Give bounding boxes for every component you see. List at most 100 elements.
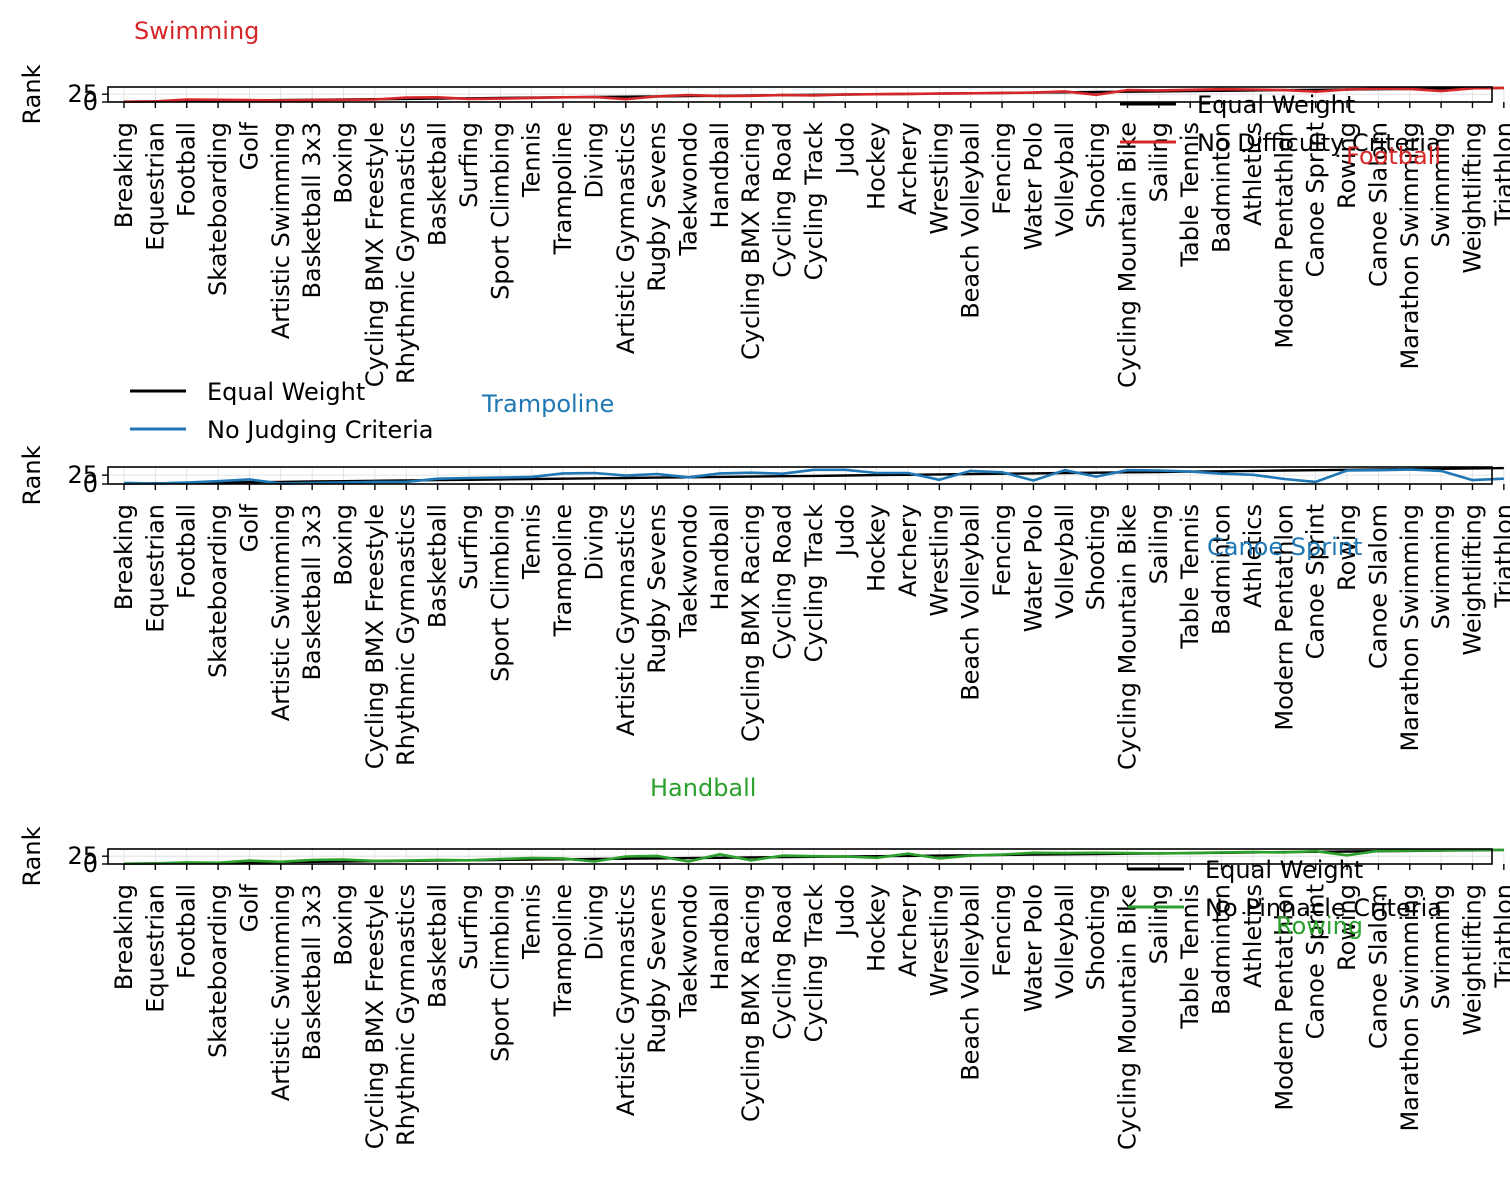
x-tick-label: Archery	[894, 504, 922, 597]
x-tick-label: Sport Climbing	[486, 504, 514, 682]
x-tick-label: Sailing	[1145, 504, 1173, 584]
x-tick-label: Wrestling	[925, 884, 953, 996]
x-tick-label: Cycling BMX Racing	[737, 122, 765, 360]
chart-panel-2: 025 Rank Breaking Equestrian Football Skatebo…	[18, 378, 1510, 770]
series-line-variant	[123, 468, 1504, 485]
x-tick-label: Volleyball	[1051, 884, 1079, 999]
x-tick-label: Tennis	[518, 122, 546, 198]
x-tick-label: Basketball	[424, 122, 452, 246]
x-tick-label: Cycling Road	[769, 122, 797, 278]
x-tick-label: Volleyball	[1051, 122, 1079, 237]
legend: Equal Weight No Difficulty Criteria	[1120, 91, 1441, 157]
x-tick-label: Triathlon	[1490, 884, 1510, 989]
x-tick-label: Water Polo	[1019, 122, 1047, 250]
x-tick-label: Canoe Sprint	[1302, 504, 1330, 659]
x-tick-label: Beach Volleyball	[957, 122, 985, 319]
x-tick-label: Boxing	[330, 122, 358, 204]
x-tick-label: Breaking	[110, 504, 138, 610]
y-tick-label: 25	[67, 842, 98, 870]
x-tick-label: Skateboarding	[204, 122, 232, 296]
x-tick-label: Handball	[706, 884, 734, 990]
x-tick-label: Shooting	[1082, 884, 1110, 990]
x-tick-label: Rugby Sevens	[643, 884, 671, 1054]
x-tick-label: Trampoline	[549, 884, 577, 1017]
x-tick-label: Athletics	[1239, 122, 1267, 226]
x-tick-label: Canoe Slalom	[1364, 884, 1392, 1049]
x-tick-label: Cycling Mountain Bike	[1114, 884, 1142, 1150]
x-tick-label: Skateboarding	[204, 504, 232, 678]
x-tick-label: Diving	[580, 122, 608, 198]
legend: Equal Weight No Pinnacle Criteria	[1128, 856, 1442, 922]
x-tick-label: Archery	[894, 884, 922, 977]
x-tick-label: Archery	[894, 122, 922, 215]
x-tick-label: Surfing	[455, 122, 483, 208]
x-tick-label: Swimming	[1427, 884, 1455, 1009]
legend-label: No Judging Criteria	[207, 416, 433, 444]
x-tick-label: Athletics	[1239, 884, 1267, 988]
x-tick-label: Taekwondo	[674, 122, 702, 257]
x-tick-label: Weightlifting	[1458, 504, 1486, 656]
x-tick-label: Basketball 3x3	[298, 504, 326, 681]
x-tick-label: Artistic Swimming	[267, 884, 295, 1101]
x-tick-label: Diving	[580, 884, 608, 960]
y-axis-label: Rank	[18, 826, 46, 886]
x-tick-label: Sailing	[1145, 122, 1173, 202]
x-tick-label: Table Tennis	[1176, 504, 1204, 650]
x-tick-label: Taekwondo	[674, 504, 702, 639]
x-tick-label: Cycling Track	[800, 122, 828, 280]
y-tick-label: 25	[67, 461, 98, 489]
x-tick-label: Table Tennis	[1176, 122, 1204, 268]
x-tick-label: Surfing	[455, 884, 483, 970]
y-axis-label: Rank	[18, 445, 46, 505]
x-tick-label: Cycling BMX Freestyle	[361, 122, 389, 387]
series-line-variant	[123, 86, 1504, 103]
x-tick-label: Rhythmic Gymnastics	[392, 504, 420, 766]
x-tick-label: Cycling BMX Freestyle	[361, 504, 389, 769]
x-tick-label: Handball	[706, 504, 734, 610]
x-tick-label: Trampoline	[549, 122, 577, 255]
x-tick-label: Tennis	[518, 504, 546, 580]
x-tick-label: Sailing	[1145, 884, 1173, 964]
x-tick-label: Equestrian	[141, 122, 169, 251]
y-tick-label: 0	[83, 88, 98, 116]
x-tick-label: Hockey	[863, 884, 891, 972]
x-tick-label: Football	[173, 884, 201, 979]
x-tick-label: Cycling Mountain Bike	[1114, 122, 1142, 388]
x-tick-label: Skateboarding	[204, 884, 232, 1058]
y-axis-label: Rank	[18, 64, 46, 124]
x-tick-label: Athletics	[1239, 504, 1267, 608]
x-tick-label: Cycling BMX Freestyle	[361, 884, 389, 1149]
annotation-label: Canoe Sprint	[1207, 533, 1362, 561]
x-tick-label: Rowing	[1333, 884, 1361, 971]
x-tick-label: Canoe Slalom	[1364, 122, 1392, 287]
x-tick-label: Marathon Swimming	[1396, 504, 1424, 752]
x-tick-label: Wrestling	[925, 504, 953, 616]
y-tick-label: 25	[67, 80, 98, 108]
x-tick-label: Modern Pentathlon	[1270, 122, 1298, 349]
x-tick-label: Judo	[831, 884, 859, 938]
x-tick-label: Beach Volleyball	[957, 504, 985, 701]
x-tick-label: Swimming	[1427, 122, 1455, 247]
x-tick-label: Football	[173, 504, 201, 599]
x-tick-label: Cycling Mountain Bike	[1114, 504, 1142, 770]
x-tick-label: Badminton	[1208, 884, 1236, 1015]
legend-label: No Pinnacle Criteria	[1205, 894, 1442, 922]
legend-label: No Difficulty Criteria	[1197, 129, 1441, 157]
x-tick-label: Breaking	[110, 122, 138, 228]
x-tick-label: Water Polo	[1019, 504, 1047, 632]
x-tick-label: Weightlifting	[1458, 122, 1486, 274]
x-tick-label: Rugby Sevens	[643, 122, 671, 292]
x-tick-label: Basketball 3x3	[298, 122, 326, 299]
x-tick-label: Golf	[235, 883, 263, 932]
x-tick-label: Surfing	[455, 504, 483, 590]
x-tick-label: Basketball 3x3	[298, 884, 326, 1061]
x-tick-label: Shooting	[1082, 504, 1110, 610]
annotation-label: Handball	[650, 774, 756, 802]
x-tick-label: Golf	[235, 503, 263, 552]
x-tick-label: Artistic Swimming	[267, 504, 295, 721]
annotation-label: Rowing	[1276, 912, 1363, 940]
x-tick-label: Weightlifting	[1458, 884, 1486, 1036]
x-tick-label: Swimming	[1427, 504, 1455, 629]
x-tick-label: Judo	[831, 504, 859, 558]
